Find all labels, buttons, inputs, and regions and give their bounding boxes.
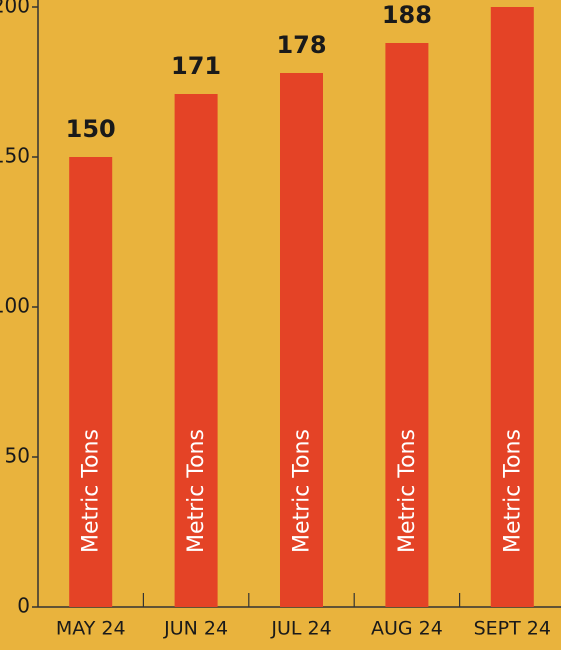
bar-label: Metric Tons	[184, 429, 209, 553]
x-tick-label: SEPT 24	[474, 618, 551, 640]
value-label: 178	[276, 31, 326, 59]
value-label: 150	[66, 115, 116, 143]
x-tick-label: AUG 24	[371, 618, 443, 640]
bar-label: Metric Tons	[290, 429, 315, 553]
bar-label: Metric Tons	[395, 429, 420, 553]
bar	[280, 73, 323, 607]
bar-label: Metric Tons	[500, 429, 525, 553]
bar	[69, 157, 113, 607]
y-tick-label: 200	[0, 0, 30, 18]
y-tick-label: 150	[0, 144, 30, 168]
value-label: 171	[171, 52, 221, 80]
y-tick-label: 0	[17, 594, 30, 618]
value-label: 188	[382, 1, 432, 29]
bar	[490, 7, 534, 607]
x-tick-label: JUL 24	[270, 618, 331, 640]
x-tick-label: MAY 24	[56, 618, 126, 640]
bar-label: Metric Tons	[79, 429, 104, 553]
y-tick-label: 100	[0, 294, 30, 318]
x-tick-label: JUN 24	[163, 618, 228, 640]
bar	[385, 43, 429, 607]
bar	[174, 94, 218, 607]
y-tick-label: 50	[5, 444, 30, 468]
